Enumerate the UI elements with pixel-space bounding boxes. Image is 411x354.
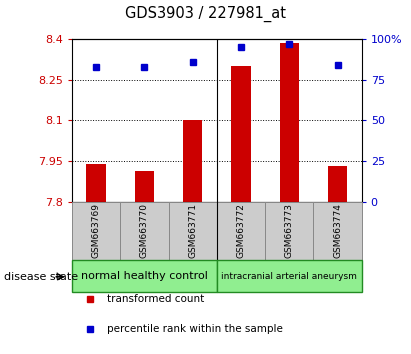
- Bar: [86, 164, 106, 202]
- Bar: [279, 43, 299, 202]
- Bar: [72, 260, 217, 292]
- Bar: [314, 202, 362, 260]
- Bar: [231, 66, 251, 202]
- Bar: [169, 202, 217, 260]
- Text: normal healthy control: normal healthy control: [81, 271, 208, 281]
- Text: transformed count: transformed count: [107, 294, 204, 304]
- Text: GSM663771: GSM663771: [188, 204, 197, 258]
- Text: percentile rank within the sample: percentile rank within the sample: [107, 324, 283, 334]
- Text: GSM663773: GSM663773: [285, 204, 294, 258]
- Text: disease state: disease state: [4, 272, 78, 282]
- Text: GSM663774: GSM663774: [333, 204, 342, 258]
- Text: intracranial arterial aneurysm: intracranial arterial aneurysm: [221, 272, 357, 281]
- Bar: [265, 202, 314, 260]
- Text: GSM663772: GSM663772: [236, 204, 245, 258]
- Bar: [120, 202, 169, 260]
- Bar: [328, 166, 347, 202]
- Text: GDS3903 / 227981_at: GDS3903 / 227981_at: [125, 5, 286, 22]
- Bar: [135, 171, 154, 202]
- Text: GSM663770: GSM663770: [140, 204, 149, 258]
- Bar: [217, 202, 265, 260]
- Bar: [72, 202, 120, 260]
- Bar: [217, 260, 362, 292]
- Bar: [183, 120, 202, 202]
- Text: GSM663769: GSM663769: [92, 204, 101, 258]
